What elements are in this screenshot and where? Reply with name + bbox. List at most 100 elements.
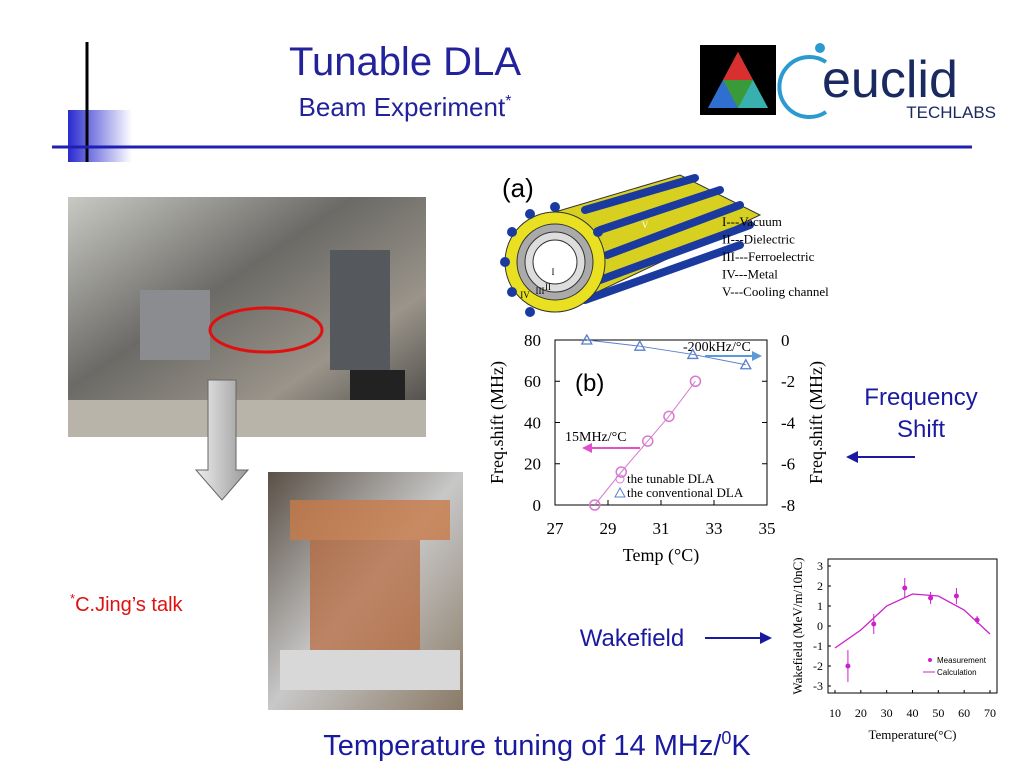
x-tick-label: 31 (653, 519, 670, 538)
photo-beamline (68, 197, 426, 437)
y-tick-label: 0 (533, 496, 542, 515)
footer-text: Temperature tuning of 14 MHz/ (323, 730, 722, 762)
subtitle: Beam Experiment* (299, 92, 512, 122)
x-tick-label: 29 (600, 519, 617, 538)
y-tick-label: 0 (817, 619, 823, 633)
pointer-arrowhead (760, 632, 772, 644)
x-tick-label: 33 (706, 519, 723, 538)
argonne-logo (700, 45, 776, 115)
legend-label: Calculation (937, 668, 977, 677)
point (871, 621, 877, 627)
series-line (834, 593, 991, 649)
diagram-legend: II---Dielectric (722, 232, 795, 247)
note-sup: * (70, 591, 75, 606)
annotation-arrowhead (752, 351, 762, 361)
legend-marker (928, 658, 932, 662)
down-arrow (194, 379, 250, 501)
y-axis-label: Freq.shift (MHz) (487, 361, 508, 484)
annotation: 15MHz/°C (565, 430, 627, 445)
layer-label: I (552, 267, 555, 277)
diagram-label: (a) (502, 173, 534, 203)
subtitle-text: Beam Experiment (299, 92, 506, 122)
x-axis-label: Temperature(°C) (868, 727, 956, 742)
y-axis-label: Wakefield (MeV/m/10nC) (790, 557, 805, 694)
x-tick-label: 30 (881, 706, 893, 720)
x-tick-label: 60 (958, 706, 970, 720)
y2-tick-label: -6 (781, 455, 795, 474)
annotation: (b) (575, 370, 604, 397)
y-tick-label: 2 (817, 579, 823, 593)
x-tick-label: 27 (547, 519, 565, 538)
y-tick-label: 60 (524, 372, 541, 391)
point (589, 499, 601, 511)
y2-tick-label: -4 (781, 413, 796, 432)
point (663, 410, 675, 423)
x-tick-label: 50 (932, 706, 944, 720)
legend-label: Measurement (937, 656, 987, 665)
y-tick-label: -1 (813, 639, 823, 653)
x-tick-label: 40 (907, 706, 919, 720)
y-tick-label: 20 (524, 455, 541, 474)
euclid-logo: euclid TECHLABS (777, 43, 996, 122)
legend-marker (615, 474, 625, 484)
legend-label: the conventional DLA (627, 485, 744, 500)
x-tick-label: 10 (829, 706, 841, 720)
fit-line (594, 380, 696, 506)
pointer-arrowhead (846, 451, 858, 463)
photo-structure (268, 472, 463, 710)
x-axis-label: Temp (°C) (623, 545, 699, 566)
point (689, 375, 702, 387)
y-tick-label: 40 (524, 413, 541, 432)
header-square (68, 110, 132, 162)
legend-marker (614, 486, 626, 498)
point (642, 435, 654, 447)
point (845, 663, 851, 669)
logo-sub: TECHLABS (906, 103, 996, 122)
layer-label: II (545, 282, 551, 292)
point (615, 466, 627, 478)
diagram-legend: V---Cooling channel (722, 284, 829, 299)
layer-label: III (536, 286, 545, 296)
x-tick-label: 20 (855, 706, 867, 720)
point (739, 358, 752, 370)
layer-label: IV (520, 290, 530, 300)
diagram: (a) (500, 173, 762, 317)
y-tick-label: -3 (813, 679, 823, 693)
annotation: -200kHz/°C (683, 340, 751, 355)
title: Tunable DLA (289, 40, 521, 84)
wakefield-label: Wakefield (580, 625, 684, 652)
y2-axis-label: Freq.shift (MHz) (806, 361, 827, 484)
footer-unit: K (731, 730, 751, 762)
point (686, 348, 699, 360)
y-tick-label: 3 (817, 559, 823, 573)
diagram-legend: III---Ferroelectric (722, 249, 815, 264)
diagram-legend: IV---Metal (722, 267, 778, 282)
point (902, 585, 908, 591)
point (953, 593, 959, 599)
legend-label: the tunable DLA (627, 471, 715, 486)
frequency-shift-label: Frequency (864, 384, 977, 411)
footer-sup: 0 (721, 728, 731, 748)
fit-line (586, 339, 746, 366)
annotation-arrowhead (582, 443, 592, 453)
y-tick-label: -2 (813, 659, 823, 673)
x-tick-label: 70 (984, 706, 996, 720)
y2-tick-label: -8 (781, 496, 795, 515)
x-tick-label: 35 (759, 519, 776, 538)
y-tick-label: 1 (817, 599, 823, 613)
layer-label: V (642, 220, 649, 230)
y-tick-label: 80 (524, 331, 541, 350)
footer: Temperature tuning of 14 MHz/0K (323, 728, 751, 762)
y2-tick-label: 0 (781, 331, 790, 350)
point (928, 595, 934, 601)
point (580, 333, 593, 345)
subtitle-sup: * (505, 93, 511, 110)
point (633, 339, 646, 351)
frequency-shift-label: Shift (897, 416, 945, 443)
y2-tick-label: -2 (781, 372, 795, 391)
note-text: C.Jing’s talk (75, 594, 183, 616)
diagram-legend: I---Vacuum (722, 214, 782, 229)
logo-name: euclid (822, 51, 958, 109)
note: *C.Jing’s talk (70, 591, 184, 616)
